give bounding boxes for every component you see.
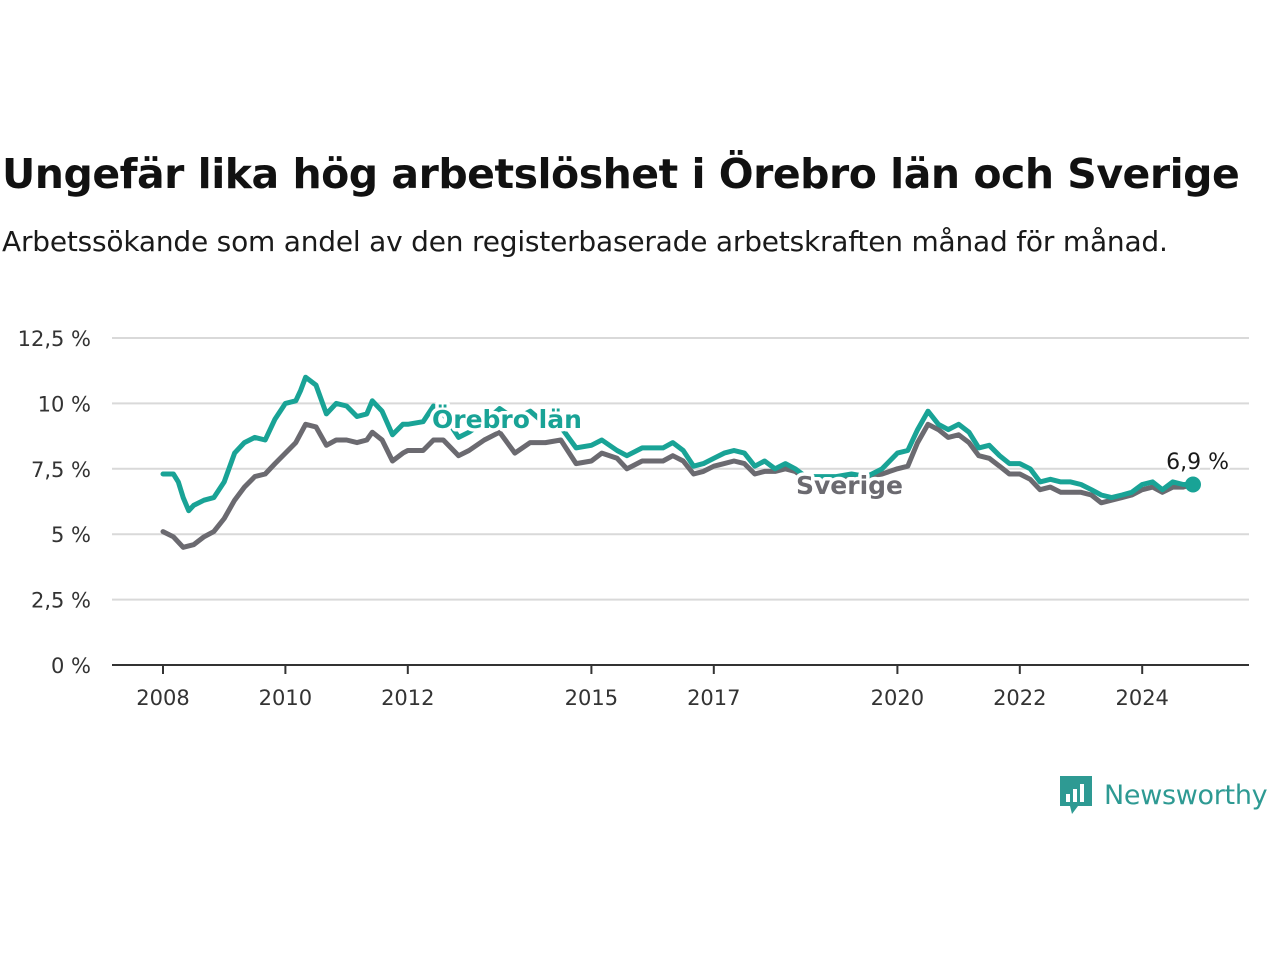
x-tick-label: 2020 xyxy=(871,686,924,710)
series-labels: Örebro län Sverige 6,9 % xyxy=(429,401,1232,504)
gridlines xyxy=(112,337,1249,601)
y-tick-label: 5 % xyxy=(51,523,91,547)
x-tick-label: 2017 xyxy=(687,686,740,710)
y-tick-label: 0 % xyxy=(51,654,91,678)
newsworthy-logo-icon xyxy=(1060,776,1092,814)
line-orebro xyxy=(160,374,1196,514)
brand-name: Newsworthy xyxy=(1104,779,1268,811)
chart-subtitle: Arbetssökande som andel av den registerb… xyxy=(2,225,1168,258)
x-tick-label: 2010 xyxy=(259,686,312,710)
y-tick-label: 7,5 % xyxy=(31,458,91,482)
end-value-label: 6,9 % xyxy=(1166,450,1229,475)
x-tick-label: 2012 xyxy=(381,686,434,710)
chart-title: Ungefär lika hög arbetslöshet i Örebro l… xyxy=(2,150,1240,198)
series-lines xyxy=(160,374,1201,550)
x-tick-label: 2022 xyxy=(993,686,1046,710)
brand: Newsworthy xyxy=(1058,774,1268,816)
end-point-marker xyxy=(1184,476,1201,493)
series-label-sverige: Sverige xyxy=(796,471,903,500)
line-chart: 0 %2,5 %5 %7,5 %10 %12,5 % 2008 2010 2012 2… xyxy=(18,327,1249,710)
y-tick-label: 12,5 % xyxy=(18,327,91,351)
x-tick-label: 2024 xyxy=(1115,686,1168,710)
y-tick-label: 2,5 % xyxy=(31,589,91,613)
x-tick-label: 2015 xyxy=(565,686,618,710)
x-tick-label: 2008 xyxy=(136,686,189,710)
y-tick-label: 10 % xyxy=(38,392,91,416)
x-axis-ticks: 2008 2010 2012 2015 2017 2020 2022 2024 xyxy=(136,665,1169,710)
series-label-orebro: Örebro län xyxy=(432,404,582,434)
line-sverige xyxy=(160,421,1196,550)
y-axis-ticks: 0 % 2,5 % 5 % 7,5 % 10 % 12,5 % xyxy=(18,327,91,678)
